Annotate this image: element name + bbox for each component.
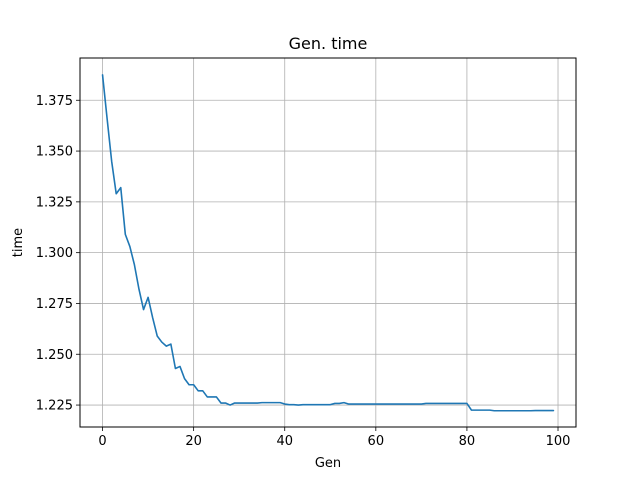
series-line xyxy=(101,74,555,412)
grid xyxy=(80,58,576,427)
y-axis-label: time xyxy=(11,228,26,257)
y-tick-label: 1.350 xyxy=(36,145,73,160)
x-tick-label: 40 xyxy=(276,434,293,449)
x-tick-label: 60 xyxy=(368,434,385,449)
x-axis-label: Gen xyxy=(315,456,341,471)
y-tick-label: 1.300 xyxy=(36,246,73,261)
plot-frame xyxy=(79,57,577,428)
x-tick-label: 0 xyxy=(98,434,106,449)
x-tick-label: 100 xyxy=(546,434,571,449)
x-tick-label: 20 xyxy=(185,434,202,449)
y-tick-label: 1.325 xyxy=(36,195,73,210)
chart-title: Gen. time xyxy=(289,34,368,53)
ticks: 0 20 40 60 80 100 1.225 1.250 1.275 1.300 1.325 1.3… xyxy=(36,94,571,449)
series-layer xyxy=(101,74,555,412)
y-tick-label: 1.250 xyxy=(36,348,73,363)
y-tick-label: 1.375 xyxy=(36,94,73,109)
y-tick-label: 1.275 xyxy=(36,297,73,312)
x-tick-label: 80 xyxy=(459,434,476,449)
y-tick-label: 1.225 xyxy=(36,399,73,414)
